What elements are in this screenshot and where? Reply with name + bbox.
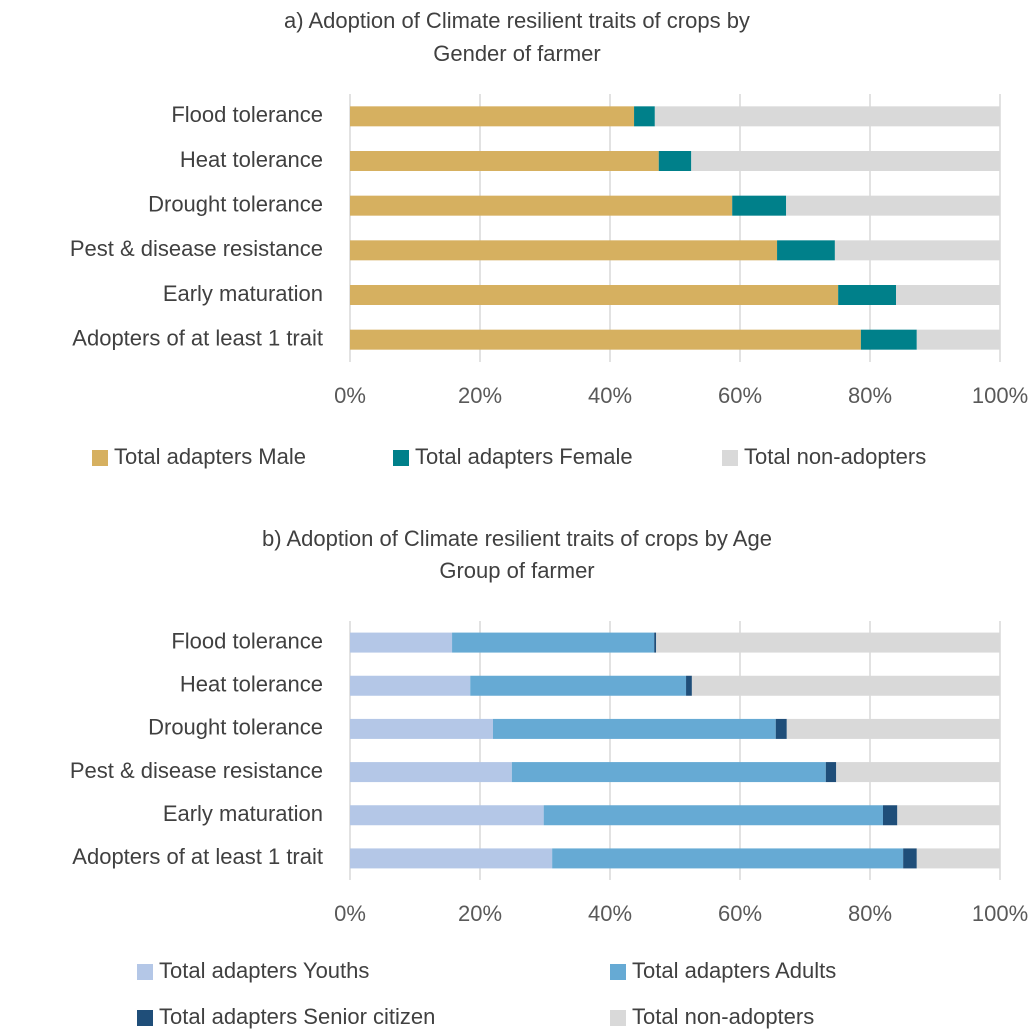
- bar-segment: [511, 762, 826, 783]
- bar-segment: [350, 675, 471, 696]
- bar-segment: [686, 675, 692, 696]
- bar-segment: [656, 632, 1000, 653]
- y-tick-label: Adopters of at least 1 trait: [72, 844, 323, 869]
- y-tick-label: Pest & disease resistance: [70, 236, 323, 261]
- legend-label: Total adapters Female: [415, 444, 633, 469]
- bar-segment: [732, 195, 787, 216]
- legend-swatch: [722, 450, 738, 466]
- y-tick-label: Drought tolerance: [148, 191, 323, 216]
- bar-segment: [775, 718, 787, 739]
- chart-title: Gender of farmer: [433, 41, 601, 66]
- bar-segment: [350, 106, 635, 127]
- bar-segment: [350, 195, 733, 216]
- legend-swatch: [137, 1010, 153, 1026]
- bar-segment: [860, 329, 917, 350]
- bar-segment: [897, 805, 1000, 826]
- y-tick-label: Flood tolerance: [171, 102, 323, 127]
- legend-swatch: [137, 964, 153, 980]
- bar-segment: [786, 718, 1000, 739]
- y-tick-label: Flood tolerance: [171, 628, 323, 653]
- x-tick-label: 60%: [718, 901, 762, 926]
- y-tick-label: Early maturation: [163, 801, 323, 826]
- legend-swatch: [610, 964, 626, 980]
- bar-segment: [834, 240, 1000, 261]
- chart-title: Group of farmer: [439, 558, 594, 583]
- legend-swatch: [393, 450, 409, 466]
- legend-swatch: [610, 1010, 626, 1026]
- x-tick-label: 80%: [848, 383, 892, 408]
- bar-segment: [903, 848, 917, 869]
- bar-segment: [654, 106, 1000, 127]
- bar-segment: [470, 675, 687, 696]
- bar-segment: [838, 285, 896, 305]
- bar-segment: [350, 329, 861, 350]
- bar-segment: [350, 762, 512, 783]
- bar-segment: [825, 762, 837, 783]
- bar-segment: [350, 805, 544, 826]
- bar-segment: [654, 632, 657, 653]
- y-tick-label: Heat tolerance: [180, 672, 323, 697]
- y-tick-label: Pest & disease resistance: [70, 758, 323, 783]
- bar-segment: [836, 762, 1000, 783]
- x-tick-label: 20%: [458, 901, 502, 926]
- x-tick-label: 0%: [334, 383, 366, 408]
- x-tick-label: 40%: [588, 901, 632, 926]
- y-tick-label: Drought tolerance: [148, 715, 323, 740]
- bar-segment: [658, 151, 692, 171]
- chart-title: a) Adoption of Climate resilient traits …: [284, 8, 750, 33]
- bar-segment: [777, 240, 835, 261]
- bar-segment: [691, 151, 1000, 171]
- bar-segment: [916, 848, 1000, 869]
- bar-segment: [896, 285, 1000, 305]
- bar-segment: [350, 632, 453, 653]
- x-tick-label: 80%: [848, 901, 892, 926]
- chart-title: b) Adoption of Climate resilient traits …: [262, 526, 772, 551]
- bar-segment: [350, 240, 778, 261]
- x-tick-label: 100%: [972, 383, 1028, 408]
- x-tick-label: 0%: [334, 901, 366, 926]
- bar-segment: [883, 805, 898, 826]
- legend-label: Total adapters Adults: [632, 958, 836, 983]
- legend-label: Total adapters Senior citizen: [159, 1004, 435, 1029]
- x-tick-label: 60%: [718, 383, 762, 408]
- bar-segment: [350, 285, 839, 305]
- bar-segment: [543, 805, 883, 826]
- bar-segment: [634, 106, 655, 127]
- legend-label: Total non-adopters: [632, 1004, 814, 1029]
- bar-segment: [452, 632, 655, 653]
- x-tick-label: 40%: [588, 383, 632, 408]
- y-tick-label: Early maturation: [163, 281, 323, 306]
- y-tick-label: Adopters of at least 1 trait: [72, 325, 323, 350]
- bar-segment: [786, 195, 1000, 216]
- bar-segment: [350, 151, 659, 171]
- x-tick-label: 100%: [972, 901, 1028, 926]
- y-tick-label: Heat tolerance: [180, 147, 323, 172]
- legend-label: Total non-adopters: [744, 444, 926, 469]
- bar-segment: [916, 329, 1000, 350]
- bar-segment: [552, 848, 904, 869]
- x-tick-label: 20%: [458, 383, 502, 408]
- bar-segment: [350, 718, 493, 739]
- bar-segment: [691, 675, 1000, 696]
- legend-label: Total adapters Male: [114, 444, 306, 469]
- legend-swatch: [92, 450, 108, 466]
- bar-segment: [350, 848, 553, 869]
- legend-label: Total adapters Youths: [159, 958, 369, 983]
- bar-segment: [493, 718, 776, 739]
